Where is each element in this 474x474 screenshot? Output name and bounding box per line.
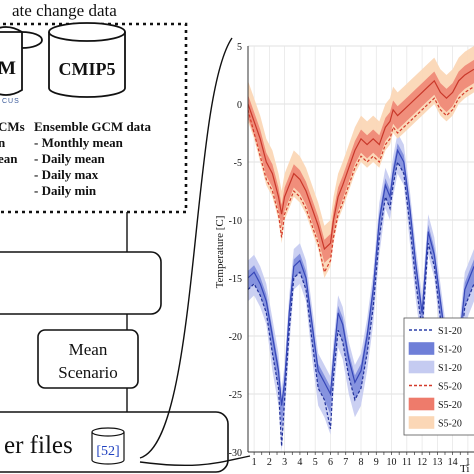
x-tick-label: 1	[465, 457, 470, 468]
zoom-curve-top	[139, 37, 233, 459]
x-tick-label: 14	[448, 457, 458, 468]
x-tick-label: 5	[313, 457, 318, 468]
weather-files-box	[0, 411, 229, 473]
zoom-curve-bottom	[139, 455, 251, 467]
left-list-item: ean	[0, 151, 18, 166]
temperature-chart: 50-5-10-15-20-25-30 1 2 3 4 5 6 7 8 9 10 11 12 13 14 1…	[214, 42, 474, 474]
s1-mean-line	[247, 148, 474, 406]
ensemble-item: - Daily max	[34, 167, 99, 182]
x-tick-label: 12	[417, 457, 427, 468]
x-tick-label: 2	[267, 457, 272, 468]
x-tick-label: 8	[359, 457, 364, 468]
y-tick-label: -5	[234, 158, 242, 169]
mean-scenario-line2: Scenario	[58, 363, 117, 382]
mean-scenario-box	[37, 329, 139, 389]
x-tick-label: 1	[252, 457, 257, 468]
x-tick-label: 7	[343, 457, 348, 468]
weather-files-label: er files	[4, 432, 73, 459]
legend: S1-20 S1-20 S1-20 S5-20 S5-20 S5-20	[403, 317, 474, 436]
legend-swatch-band	[408, 416, 435, 429]
s5-dark-band	[248, 59, 474, 263]
process-box	[0, 251, 162, 315]
legend-label: S5-20	[438, 382, 462, 393]
legend-label: S1-20	[438, 326, 462, 337]
x-tick-label: 6	[328, 457, 333, 468]
series-lines	[247, 68, 474, 447]
legend-label: S5-20	[438, 419, 462, 430]
legend-box	[403, 317, 474, 436]
x-tick-label: 11	[402, 457, 412, 468]
left-list-item: n	[0, 135, 6, 150]
x-tick-label: 4	[297, 457, 302, 468]
logo-text: CUS	[2, 98, 20, 105]
weather-file-icon: [52]	[91, 427, 125, 465]
x-tick-labels: 1 2 3 4 5 6 7 8 9 10 11 12 13 14 1	[252, 457, 471, 468]
s5-mean-line	[247, 68, 474, 251]
legend-swatch-band	[408, 397, 435, 411]
ensemble-item: - Daily min	[34, 183, 97, 198]
legend-swatch-band	[408, 360, 435, 374]
y-tick-label: -20	[229, 332, 242, 343]
ensemble-heading: Ensemble GCM data	[34, 119, 152, 134]
y-tick-labels: 5 0 -5 -10 -15 -20 -25 -30	[229, 42, 242, 459]
y-tick-label: -30	[229, 448, 242, 459]
x-tick-label: 9	[374, 457, 379, 468]
mean-scenario-line1: Mean	[69, 340, 108, 359]
y-axis-label: Temperature [C]	[214, 216, 226, 289]
flowchart: ate change data M CMIP5 CUS CMs n ean En…	[0, 1, 251, 473]
legend-label: S5-20	[438, 400, 462, 411]
y-tick-label: -25	[229, 390, 242, 401]
header-text: ate change data	[12, 1, 117, 20]
x-tick-label: 3	[282, 457, 287, 468]
legend-label: S1-20	[438, 345, 462, 356]
database-cmip5: CMIP5	[48, 22, 126, 98]
database-left: M	[0, 26, 43, 96]
x-tick-label: 13	[432, 457, 442, 468]
y-tick-label: 5	[237, 42, 242, 53]
db-right-label: CMIP5	[59, 59, 116, 79]
ensemble-item: - Daily mean	[34, 151, 106, 166]
s1-dashed-line	[247, 160, 474, 447]
left-list-heading: CMs	[0, 119, 25, 134]
x-tick-label: 10	[387, 457, 397, 468]
y-tick-label: -15	[229, 274, 242, 285]
db-left-label: M	[0, 58, 16, 79]
legend-label: S1-20	[438, 363, 462, 374]
citation-link[interactable]: [52]	[96, 444, 119, 459]
x-axis-label: Ti	[460, 463, 469, 474]
ensemble-item: - Monthly mean	[34, 135, 124, 150]
s5-dashed-line	[247, 86, 474, 274]
y-tick-label: -10	[229, 216, 242, 227]
legend-swatch-band	[408, 342, 435, 355]
y-tick-label: 0	[237, 100, 242, 111]
